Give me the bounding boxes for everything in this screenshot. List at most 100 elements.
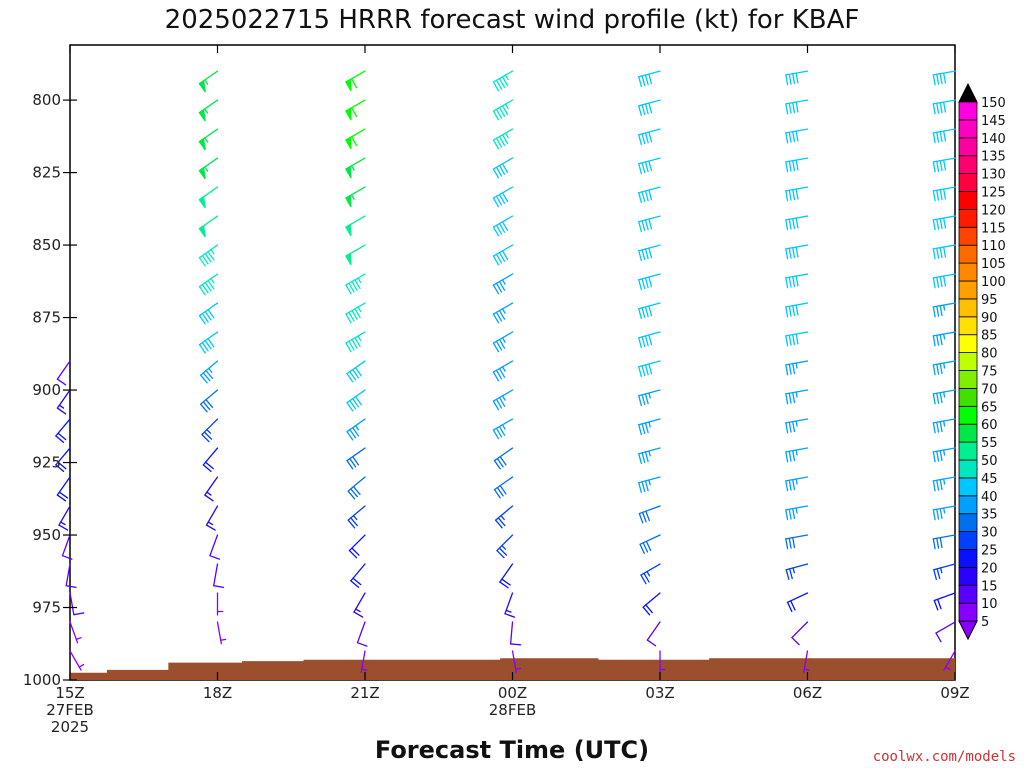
wind-barb: [493, 447, 514, 470]
y-tick-label: 975: [32, 599, 61, 617]
wind-barb: [785, 99, 809, 115]
wind-barb: [659, 650, 666, 674]
wind-barb: [785, 447, 809, 463]
wind-barb: [345, 128, 366, 150]
x-tick-label: 21Z: [350, 684, 379, 702]
x-tick-label: 09Z: [940, 684, 969, 702]
colorbar-swatch: [958, 173, 978, 192]
wind-barb: [785, 331, 809, 347]
y-tick-label: 825: [32, 164, 61, 182]
wind-barb: [65, 563, 77, 589]
colorbar-swatch: [958, 405, 978, 425]
wind-barb: [785, 157, 809, 173]
wind-barb: [494, 505, 514, 529]
wind-barb: [932, 215, 956, 231]
colorbar-swatch: [958, 155, 978, 174]
wind-barb: [199, 360, 219, 384]
wind-profile-column: [932, 70, 956, 671]
wind-barb: [492, 302, 514, 324]
wind-barb: [638, 157, 661, 175]
colorbar-tick-label: 80: [981, 347, 998, 362]
wind-barb: [785, 418, 809, 434]
wind-barb: [216, 592, 224, 616]
wind-barb: [345, 70, 366, 92]
wind-barb: [785, 389, 809, 405]
wind-barb: [198, 331, 219, 354]
colorbar-swatch: [958, 477, 978, 497]
wind-barb: [492, 360, 514, 382]
wind-barb: [55, 447, 71, 472]
y-axis: 800 825 850 875 900 925 950 975 1000: [23, 91, 77, 689]
colorbar-tick-label: 30: [981, 526, 998, 541]
wind-barb: [56, 360, 71, 386]
wind-barb: [943, 650, 956, 671]
wind-barb: [932, 70, 956, 86]
x-tick-label: 27FEB: [46, 701, 93, 719]
x-tick-label: 2025: [51, 718, 89, 736]
wind-barb: [492, 389, 514, 411]
colorbar-swatch: [958, 584, 978, 604]
wind-barb: [785, 244, 809, 260]
x-tick-label: 18Z: [203, 684, 232, 702]
wind-barb: [69, 592, 85, 616]
wind-barb: [932, 476, 956, 492]
wind-barb: [785, 505, 809, 521]
wind-profile-column: [345, 70, 368, 674]
colorbar-tick-label: 70: [981, 382, 998, 397]
wind-barb: [61, 534, 73, 560]
wind-barb: [639, 534, 661, 555]
colorbar-swatch: [958, 567, 978, 586]
plot-area: [69, 44, 956, 681]
wind-barb: [492, 157, 514, 179]
colorbar-tick-label: 65: [981, 400, 998, 415]
wind-barb: [347, 505, 366, 529]
colorbar-tick-label: 130: [981, 168, 1006, 183]
wind-profile-column: [492, 70, 522, 674]
wind-barb: [638, 389, 661, 407]
wind-barb: [201, 418, 219, 443]
y-tick-label: 850: [32, 236, 61, 254]
wind-barb: [198, 273, 219, 296]
wind-barb: [499, 563, 514, 589]
wind-barb: [492, 215, 514, 237]
wind-barb: [492, 70, 514, 92]
wind-profile-column: [55, 360, 85, 671]
wind-barb: [496, 534, 514, 559]
wind-barb: [785, 360, 809, 376]
wind-barb: [785, 215, 809, 231]
colorbar-tick-label: 40: [981, 490, 998, 505]
wind-barb: [216, 621, 227, 645]
colorbar-tick-label: 115: [981, 221, 1006, 236]
wind-barbs: [55, 70, 956, 674]
wind-profile-column: [785, 70, 810, 674]
wind-barb: [785, 534, 809, 550]
wind-barb: [785, 128, 809, 144]
wind-barb: [932, 447, 956, 463]
colorbar-swatch: [958, 495, 978, 515]
wind-barb: [638, 215, 661, 233]
wind-barb: [69, 650, 85, 671]
wind-barb: [932, 99, 956, 115]
wind-barb: [932, 302, 956, 318]
wind-barb: [786, 592, 809, 613]
wind-barb: [346, 418, 366, 441]
colorbar-tick-label: 100: [981, 275, 1006, 290]
wind-barb: [493, 476, 514, 499]
wind-barb: [347, 476, 366, 500]
colorbar-tick-label: 35: [981, 508, 998, 523]
wind-barb: [205, 505, 219, 531]
wind-barb: [932, 273, 956, 289]
wind-barb: [785, 563, 809, 581]
ground-fill: [70, 658, 955, 680]
wind-barb: [198, 215, 219, 238]
y-tick-label: 900: [32, 381, 61, 399]
wind-barb: [346, 447, 366, 470]
wind-barb: [492, 128, 514, 150]
wind-barb: [345, 244, 366, 266]
wind-barb: [345, 215, 366, 237]
colorbar-tick-label: 125: [981, 186, 1006, 201]
wind-barb: [492, 331, 514, 353]
wind-barb: [640, 563, 661, 585]
y-tick-label: 875: [32, 309, 61, 327]
wind-barb: [504, 592, 516, 618]
